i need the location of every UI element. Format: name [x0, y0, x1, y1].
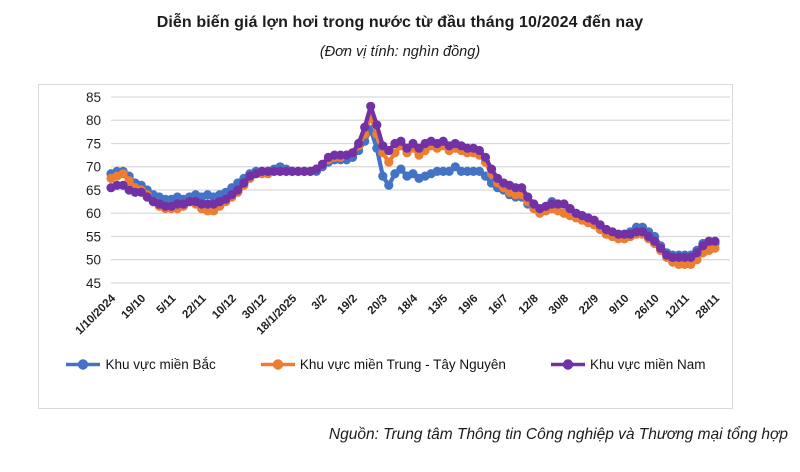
y-tick-label: 55 — [86, 229, 101, 244]
x-tick-label: 30/8 — [547, 292, 572, 317]
x-tick-label: 12/8 — [517, 292, 542, 317]
y-tick-label: 75 — [86, 136, 101, 151]
x-tick-label: 3/2 — [310, 293, 330, 313]
x-tick-label: 13/5 — [426, 292, 451, 317]
legend-item-mien-nam: Khu vực miền Nam — [550, 357, 706, 372]
chart-container: 45 50 55 60 65 70 75 80 85 1/10/2024 19/10 5/11 22/1… — [38, 84, 733, 409]
y-tick-label: 80 — [86, 113, 101, 128]
x-tick-label: 26/10 — [633, 293, 662, 322]
price-line-chart: 45 50 55 60 65 70 75 80 85 1/10/2024 19/10 5/11 22/1… — [73, 90, 730, 337]
y-axis-labels: 45 50 55 60 65 70 75 80 85 — [86, 90, 101, 291]
y-tick-label: 85 — [86, 90, 101, 105]
x-axis-labels: 1/10/2024 19/10 5/11 22/11 10/12 30/1218/1/20… — [73, 292, 722, 337]
legend-marker-line-icon — [260, 359, 295, 370]
x-tick-label: 19/2 — [335, 293, 359, 317]
series-mien-nam — [106, 101, 720, 262]
legend-marker-line-icon — [550, 359, 585, 370]
x-tick-label: 18/4 — [396, 292, 421, 317]
page-title: Diễn biến giá lợn hơi trong nước từ đầu … — [156, 14, 644, 31]
x-tick-label: 1/10/2024 — [73, 292, 118, 337]
x-tick-label: 20/3 — [366, 293, 390, 317]
source-attribution: Nguồn: Trung tâm Thông tin Công nghiệp v… — [328, 426, 788, 443]
x-tick-label: 22/11 — [180, 292, 209, 321]
legend-item-mien-trung: Khu vực miền Trung - Tây Nguyên — [260, 357, 506, 372]
x-tick-label: 16/7 — [486, 293, 510, 317]
legend-marker-line-icon — [66, 359, 101, 370]
legend-label-mien-nam: Khu vực miền Nam — [589, 357, 706, 372]
x-tick-label: 10/12 — [210, 293, 239, 322]
y-tick-label: 50 — [86, 253, 101, 268]
x-tick-label: 12/11 — [664, 292, 693, 321]
legend-item-mien-bac: Khu vực miền Bắc — [65, 357, 216, 372]
page-subtitle: (Đơn vị tính: nghìn đồng) — [319, 44, 481, 60]
legend-label-mien-bac: Khu vực miền Bắc — [105, 357, 216, 372]
chart-legend: Khu vực miền Bắc Khu vực miền Trung - Tâ… — [39, 357, 732, 372]
y-tick-label: 65 — [86, 183, 101, 198]
legend-label-mien-trung: Khu vực miền Trung - Tây Nguyên — [299, 357, 506, 372]
y-tick-label: 45 — [86, 276, 101, 291]
x-tick-label: 19/6 — [456, 293, 480, 317]
x-tick-label: 9/10 — [607, 293, 631, 317]
y-gridlines — [111, 96, 730, 284]
x-tick-label: 22/9 — [577, 293, 601, 317]
x-tick-label: 30/12 — [240, 293, 269, 322]
y-tick-label: 60 — [86, 206, 101, 221]
x-tick-label: 5/11 — [155, 292, 179, 316]
x-tick-label: 19/10 — [119, 293, 148, 322]
y-tick-label: 70 — [86, 160, 101, 175]
x-tick-label: 28/11 — [694, 292, 723, 321]
